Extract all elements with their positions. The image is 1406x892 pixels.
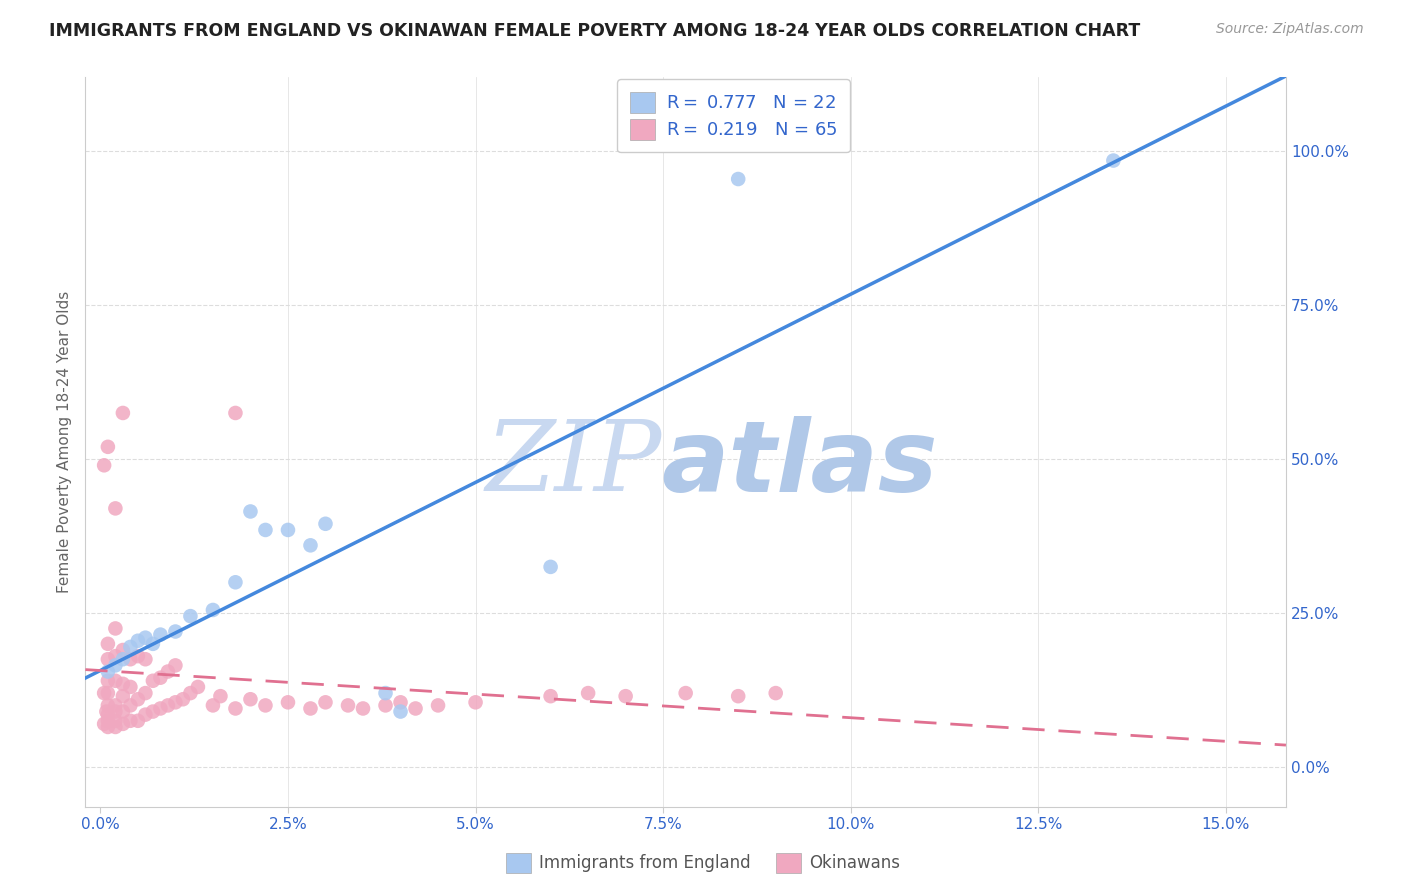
Point xyxy=(142,705,165,719)
Point xyxy=(127,633,149,648)
Point xyxy=(315,516,337,531)
Point xyxy=(97,665,120,679)
Point xyxy=(337,698,360,713)
Point xyxy=(97,686,120,700)
Point xyxy=(165,695,187,709)
Point xyxy=(97,720,120,734)
Point xyxy=(111,705,134,719)
Point xyxy=(540,560,562,574)
Point xyxy=(614,689,637,703)
Point xyxy=(97,637,120,651)
Point xyxy=(111,689,134,703)
Point xyxy=(93,686,115,700)
Point xyxy=(156,665,179,679)
Point xyxy=(727,172,749,186)
Point xyxy=(134,707,156,722)
Point xyxy=(727,689,749,703)
Point xyxy=(149,701,172,715)
Point xyxy=(201,603,224,617)
Text: atlas: atlas xyxy=(662,416,938,513)
Text: ZIP: ZIP xyxy=(485,417,662,512)
Point xyxy=(576,686,599,700)
Point xyxy=(277,523,299,537)
Point xyxy=(299,701,322,715)
Point xyxy=(142,673,165,688)
Point xyxy=(97,652,120,666)
Point xyxy=(165,624,187,639)
Point xyxy=(127,649,149,664)
Point xyxy=(201,698,224,713)
Point xyxy=(97,698,120,713)
Point xyxy=(111,717,134,731)
Y-axis label: Female Poverty Among 18-24 Year Olds: Female Poverty Among 18-24 Year Olds xyxy=(58,291,72,593)
Point xyxy=(540,689,562,703)
Point xyxy=(374,686,396,700)
Point xyxy=(120,680,142,694)
Point xyxy=(111,643,134,657)
Point xyxy=(765,686,787,700)
Point xyxy=(111,406,134,420)
Point xyxy=(104,649,127,664)
Point xyxy=(104,673,127,688)
Point xyxy=(254,698,277,713)
Point xyxy=(104,705,127,719)
Point xyxy=(224,701,246,715)
Point xyxy=(93,717,115,731)
Point xyxy=(405,701,427,715)
Text: IMMIGRANTS FROM ENGLAND VS OKINAWAN FEMALE POVERTY AMONG 18-24 YEAR OLDS CORRELA: IMMIGRANTS FROM ENGLAND VS OKINAWAN FEMA… xyxy=(49,22,1140,40)
Point xyxy=(104,714,127,728)
Point xyxy=(277,695,299,709)
Point xyxy=(97,440,120,454)
Point xyxy=(149,627,172,641)
Point xyxy=(134,631,156,645)
Point xyxy=(127,714,149,728)
Point xyxy=(104,622,127,636)
Point xyxy=(179,686,201,700)
Point xyxy=(120,698,142,713)
Point xyxy=(187,680,209,694)
Point xyxy=(675,686,697,700)
Legend: Immigrants from England, Okinawans: Immigrants from England, Okinawans xyxy=(499,847,907,880)
Point xyxy=(156,698,179,713)
Point xyxy=(104,501,127,516)
Point xyxy=(179,609,201,624)
Point xyxy=(464,695,486,709)
Point xyxy=(97,714,120,728)
Point xyxy=(120,714,142,728)
Point xyxy=(389,705,412,719)
Point xyxy=(104,698,127,713)
Point xyxy=(120,652,142,666)
Point xyxy=(111,652,134,666)
Point xyxy=(104,720,127,734)
Point xyxy=(97,673,120,688)
Point xyxy=(97,707,120,722)
Point xyxy=(93,458,115,473)
Point xyxy=(239,504,262,518)
Point xyxy=(352,701,374,715)
Legend: $\mathregular{R = }$ 0.777   N = 22, $\mathregular{R = }$ 0.219   N = 65: $\mathregular{R = }$ 0.777 N = 22, $\mat… xyxy=(617,79,851,153)
Point xyxy=(224,575,246,590)
Point xyxy=(111,677,134,691)
Point xyxy=(134,652,156,666)
Text: Source: ZipAtlas.com: Source: ZipAtlas.com xyxy=(1216,22,1364,37)
Point xyxy=(239,692,262,706)
Point xyxy=(96,705,118,719)
Point xyxy=(374,698,396,713)
Point xyxy=(254,523,277,537)
Point xyxy=(427,698,450,713)
Point xyxy=(149,671,172,685)
Point xyxy=(165,658,187,673)
Point xyxy=(299,538,322,552)
Point xyxy=(224,406,246,420)
Point xyxy=(1102,153,1125,168)
Point xyxy=(315,695,337,709)
Point xyxy=(134,686,156,700)
Point xyxy=(209,689,232,703)
Point xyxy=(104,658,127,673)
Point xyxy=(120,640,142,654)
Point xyxy=(142,637,165,651)
Point xyxy=(172,692,194,706)
Point xyxy=(127,692,149,706)
Point xyxy=(389,695,412,709)
